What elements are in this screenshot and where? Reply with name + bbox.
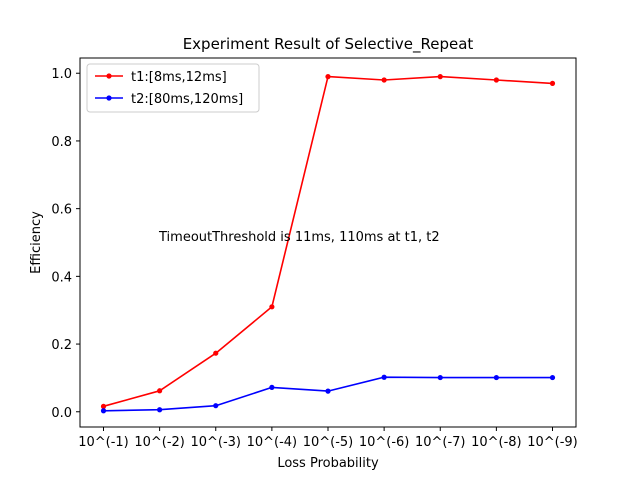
y-axis: 0.0 0.2 0.4 0.6 0.8 1.0 — [51, 67, 80, 421]
x-tick-label: 10^(-7) — [415, 435, 466, 450]
y-tick-label: 0.0 — [51, 406, 72, 421]
legend-label: t2:[80ms,120ms] — [131, 92, 243, 107]
data-point — [100, 408, 107, 414]
y-tick-label: 0.4 — [51, 270, 72, 285]
data-point — [493, 77, 499, 83]
x-tick-label: 10^(-6) — [359, 435, 410, 450]
series-points — [100, 74, 556, 414]
y-tick-label: 0.2 — [51, 338, 72, 353]
x-tick-label: 10^(-1) — [78, 435, 129, 450]
data-point — [549, 80, 556, 86]
data-point — [325, 74, 331, 80]
y-tick-label: 1.0 — [51, 67, 72, 82]
data-point — [157, 407, 163, 413]
legend-swatch-marker — [106, 73, 112, 79]
legend-box — [86, 63, 260, 113]
x-tick-label: 10^(-2) — [134, 435, 185, 450]
chart-title: Experiment Result of Selective_Repeat — [183, 35, 474, 54]
data-point — [213, 350, 219, 356]
data-point — [269, 384, 275, 390]
y-tick-label: 0.6 — [51, 203, 72, 218]
annotation-text: TimeoutThreshold is 11ms, 110ms at t1, t… — [158, 230, 440, 245]
data-point — [100, 403, 107, 409]
data-point — [157, 388, 163, 394]
data-point — [213, 403, 219, 409]
x-tick-label: 10^(-9) — [527, 435, 578, 450]
x-axis: 10^(-1) 10^(-2) 10^(-3) 10^(-4) 10^(-5) 10^(-… — [78, 427, 578, 450]
data-point — [381, 77, 387, 83]
x-tick-label: 10^(-3) — [190, 435, 241, 450]
data-point — [549, 374, 556, 381]
x-axis-title: Loss Probability — [277, 456, 379, 471]
data-point — [437, 74, 443, 80]
x-tick-label: 10^(-4) — [247, 435, 298, 450]
data-point — [437, 374, 443, 381]
legend-label: t1:[8ms,12ms] — [131, 70, 227, 85]
legend-swatch-marker — [106, 95, 112, 101]
y-axis-title: Efficiency — [29, 211, 44, 274]
data-point — [269, 304, 275, 310]
series-line-2 — [103, 376, 553, 412]
x-tick-label: 10^(-5) — [303, 435, 354, 450]
data-point — [493, 374, 499, 381]
y-tick-label: 0.8 — [51, 135, 72, 150]
data-point — [325, 388, 331, 394]
legend: t1:[8ms,12ms] t2:[80ms,120ms] — [86, 63, 260, 113]
x-tick-label: 10^(-8) — [471, 435, 522, 450]
data-point — [381, 374, 387, 380]
